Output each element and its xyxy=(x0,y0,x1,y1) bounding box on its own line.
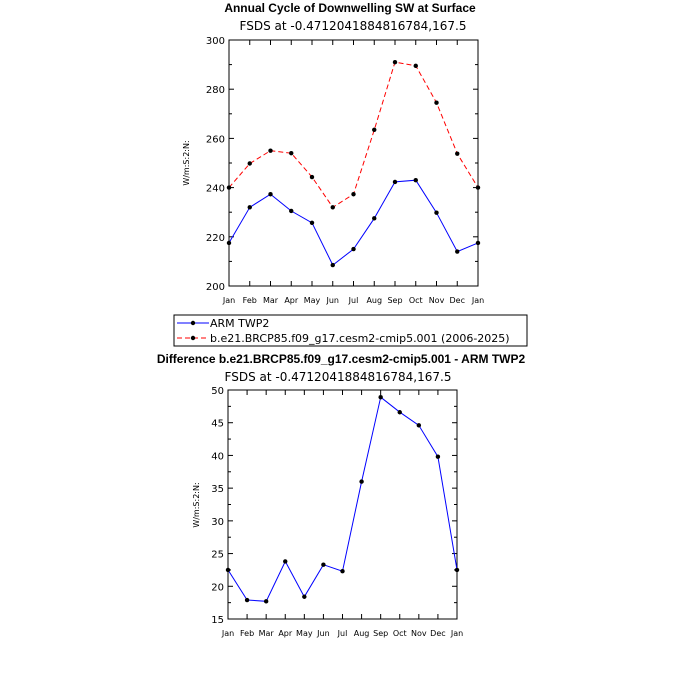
chart2-series-0-point xyxy=(397,410,402,415)
chart1-x-tick-label: Jan xyxy=(471,296,484,305)
chart1-series-line-1 xyxy=(228,61,479,208)
chart1-series-0-point xyxy=(351,246,356,252)
chart2-x-tick-label: Mar xyxy=(259,629,275,638)
chart1-x-tick-label: Jun xyxy=(326,296,340,305)
chart1-x-tick-label: May xyxy=(304,296,321,305)
chart2-y-tick-label: 50 xyxy=(211,386,224,397)
chart2-y-tick-label: 25 xyxy=(211,550,224,561)
annual-cycle-chart: Annual Cycle of Downwelling SW at Surfac… xyxy=(182,1,484,305)
chart1-series-0-point xyxy=(330,262,335,268)
chart1-x-tick-label: Oct xyxy=(409,296,423,305)
chart1-series-1-point xyxy=(289,150,294,156)
chart2-x-tick-label: Dec xyxy=(430,629,445,638)
chart1-series-0-point xyxy=(413,178,418,183)
chart1-x-tick-label: Feb xyxy=(243,296,257,305)
chart2-x-tick-label: Oct xyxy=(393,629,407,638)
legend-entry-arm-twp2: ARM TWP2 xyxy=(177,317,269,330)
chart2-series-0-point xyxy=(359,479,364,484)
chart2-series-0-point xyxy=(244,597,250,603)
chart1-series-1-point xyxy=(475,185,481,190)
chart2-series-0-point xyxy=(225,567,231,573)
chart1-series-1-point xyxy=(330,205,335,210)
chart2-y-tick-label: 40 xyxy=(211,451,224,462)
chart1-series-1-point xyxy=(226,185,232,190)
chart1-x-tick-label: Sep xyxy=(387,296,402,305)
chart2-x-tick-label: Sep xyxy=(373,629,388,638)
chart2-series-0-point xyxy=(283,559,288,564)
chart2-x-tick-label: May xyxy=(296,629,313,638)
chart1-subtitle: FSDS at -0.4712041884816784,167.5 xyxy=(240,19,467,33)
chart2-series-0-point xyxy=(435,454,441,459)
chart1-series-0-point xyxy=(475,240,481,246)
chart2-x-tick-label: Aug xyxy=(354,629,370,638)
chart1-series-1-point xyxy=(309,174,315,180)
legend-label-cesm2: b.e21.BRCP85.f09_g17.cesm2-cmip5.001 (20… xyxy=(210,332,510,345)
chart1-y-tick-label: 200 xyxy=(206,282,225,293)
legend-marker-arm-twp2 xyxy=(190,320,196,326)
chart1-x-tick-label: Nov xyxy=(429,296,445,305)
chart2-x-tick-label: Jan xyxy=(221,629,234,638)
chart2-series-0-point xyxy=(321,562,326,567)
chart2-title: Difference b.e21.BRCP85.f09_g17.cesm2-cm… xyxy=(157,352,526,366)
chart1-series-1-point xyxy=(351,192,356,197)
chart1-y-axis-label: W/m:S:2:N: xyxy=(182,140,191,185)
difference-chart: Difference b.e21.BRCP85.f09_g17.cesm2-cm… xyxy=(157,352,526,638)
chart2-series-0-point xyxy=(263,599,269,604)
chart2-y-tick-label: 20 xyxy=(211,582,224,593)
chart1-series-1-point xyxy=(455,151,460,156)
chart1-y-tick-label: 300 xyxy=(206,36,225,47)
chart2-y-tick-label: 45 xyxy=(211,419,224,430)
chart1-y-tick-label: 280 xyxy=(206,85,225,96)
chart1-series-0-point xyxy=(309,220,315,225)
legend-box xyxy=(173,314,528,347)
chart1-legend: ARM TWP2 b.e21.BRCP85.f09_g17.cesm2-cmip… xyxy=(173,314,528,347)
chart1-series-0-point xyxy=(268,192,273,197)
chart2-series-0-point xyxy=(416,423,422,428)
chart2-subtitle: FSDS at -0.4712041884816784,167.5 xyxy=(225,370,452,384)
legend-entry-cesm2: b.e21.BRCP85.f09_g17.cesm2-cmip5.001 (20… xyxy=(177,332,510,345)
chart1-series-0-point xyxy=(392,179,398,185)
chart1-series-1-point xyxy=(372,127,377,132)
chart2-y-tick-label: 35 xyxy=(211,484,224,495)
chart2-series-0-point xyxy=(302,594,307,599)
chart1-series-0-point xyxy=(372,216,377,221)
chart1-series-0-point xyxy=(434,210,439,215)
chart2-series-0-point xyxy=(378,394,383,400)
chart1-series-1-point xyxy=(268,148,273,153)
chart1-series-0-point xyxy=(289,208,294,214)
chart1-series-0-point xyxy=(455,249,460,254)
chart2-plot-frame xyxy=(227,389,458,620)
chart1-x-tick-label: Jul xyxy=(348,296,359,305)
chart1-series-0-point xyxy=(226,240,232,246)
chart1-x-tick-label: Aug xyxy=(366,296,382,305)
legend-marker-cesm2 xyxy=(190,335,196,341)
chart1-x-tick-label: Dec xyxy=(450,296,465,305)
legend-label-arm-twp2: ARM TWP2 xyxy=(210,317,269,330)
chart1-y-tick-label: 260 xyxy=(206,134,225,145)
chart1-series-1-point xyxy=(434,100,439,105)
chart1-series-0-point xyxy=(247,205,252,210)
chart2-x-tick-label: Jun xyxy=(316,629,330,638)
chart1-x-tick-label: Jan xyxy=(222,296,235,305)
chart2-x-tick-label: Nov xyxy=(411,629,427,638)
chart1-y-tick-label: 240 xyxy=(206,184,225,195)
chart1-series-1-point xyxy=(247,161,252,166)
chart1-y-tick-label: 220 xyxy=(206,233,225,244)
chart1-x-tick-label: Apr xyxy=(284,296,299,305)
chart2-y-tick-label: 30 xyxy=(211,517,224,528)
chart1-x-tick-label: Mar xyxy=(263,296,279,305)
chart1-title: Annual Cycle of Downwelling SW at Surfac… xyxy=(224,1,476,15)
chart2-x-tick-label: Jul xyxy=(337,629,348,638)
chart2-x-tick-label: Apr xyxy=(278,629,293,638)
chart1-series-1-point xyxy=(413,63,418,69)
chart2-x-tick-label: Feb xyxy=(240,629,254,638)
chart2-series-0-point xyxy=(454,567,460,573)
chart2-x-tick-label: Jan xyxy=(450,629,463,638)
chart1-series-1-point xyxy=(392,59,398,65)
chart2-y-tick-label: 15 xyxy=(211,615,224,626)
chart2-y-axis-label: W/m:S:2:N: xyxy=(192,482,201,527)
chart2-series-0-point xyxy=(340,569,345,574)
